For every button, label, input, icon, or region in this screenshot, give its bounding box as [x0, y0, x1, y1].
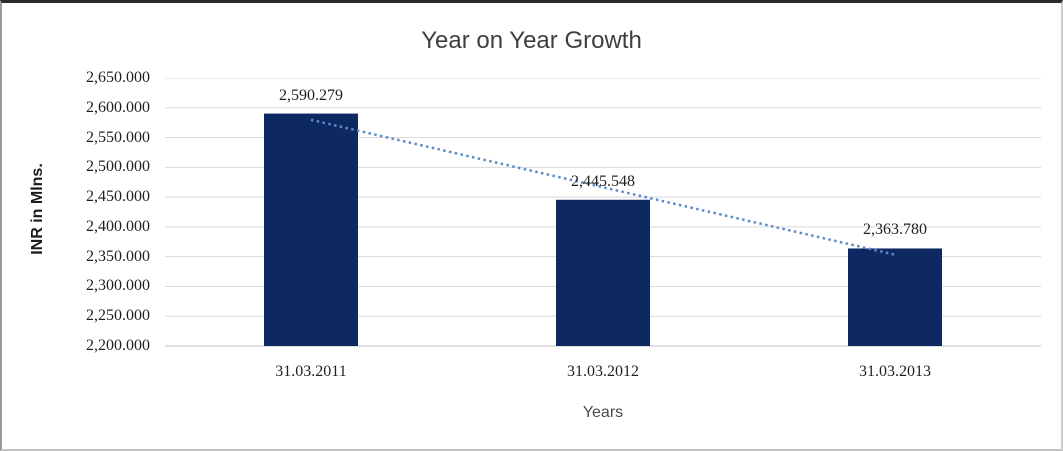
chart-title: Year on Year Growth	[421, 27, 642, 54]
bar	[556, 199, 650, 346]
y-tick-label: 2,500.000	[86, 158, 150, 176]
y-tick-label: 2,300.000	[86, 277, 150, 295]
x-tick-label: 31.03.2012	[567, 363, 639, 380]
x-tick-label: 31.03.2011	[275, 363, 347, 380]
data-label: 2,590.279	[279, 86, 343, 104]
x-tick-label: 31.03.2013	[859, 363, 931, 380]
x-axis-title: Years	[582, 404, 624, 421]
y-tick-label: 2,550.000	[86, 128, 150, 146]
bar	[264, 113, 358, 346]
y-tick-label: 2,200.000	[86, 337, 150, 354]
y-tick-label: 2,250.000	[86, 307, 150, 325]
plot-area	[165, 78, 1041, 347]
data-label: 2,363.780	[863, 221, 927, 239]
y-tick-label: 2,450.000	[86, 188, 150, 206]
y-tick-label: 2,350.000	[86, 247, 150, 265]
y-tick-label: 2,600.000	[86, 98, 150, 116]
y-tick-label: 2,650.000	[86, 69, 150, 86]
data-label: 2,445.548	[571, 172, 635, 190]
bar	[848, 248, 942, 346]
y-tick-label: 2,400.000	[86, 217, 150, 235]
